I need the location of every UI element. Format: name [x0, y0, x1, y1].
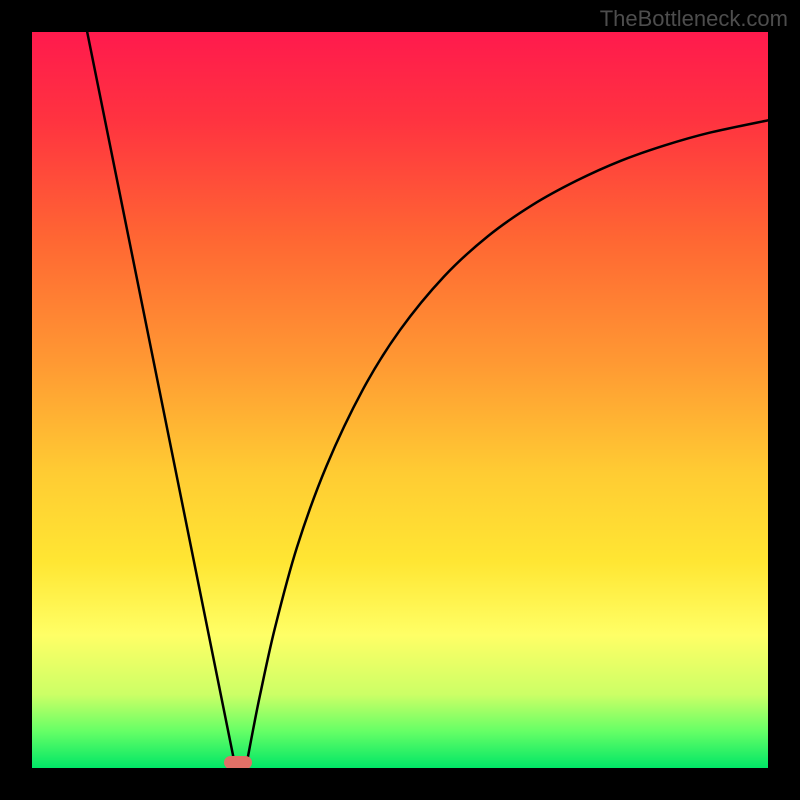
watermark-text: TheBottleneck.com [600, 6, 788, 32]
bottleneck-curve [32, 32, 768, 768]
curve-falling-segment [87, 32, 234, 762]
optimal-marker [224, 756, 252, 768]
curve-rising-segment [247, 120, 768, 762]
plot-area [32, 32, 768, 768]
